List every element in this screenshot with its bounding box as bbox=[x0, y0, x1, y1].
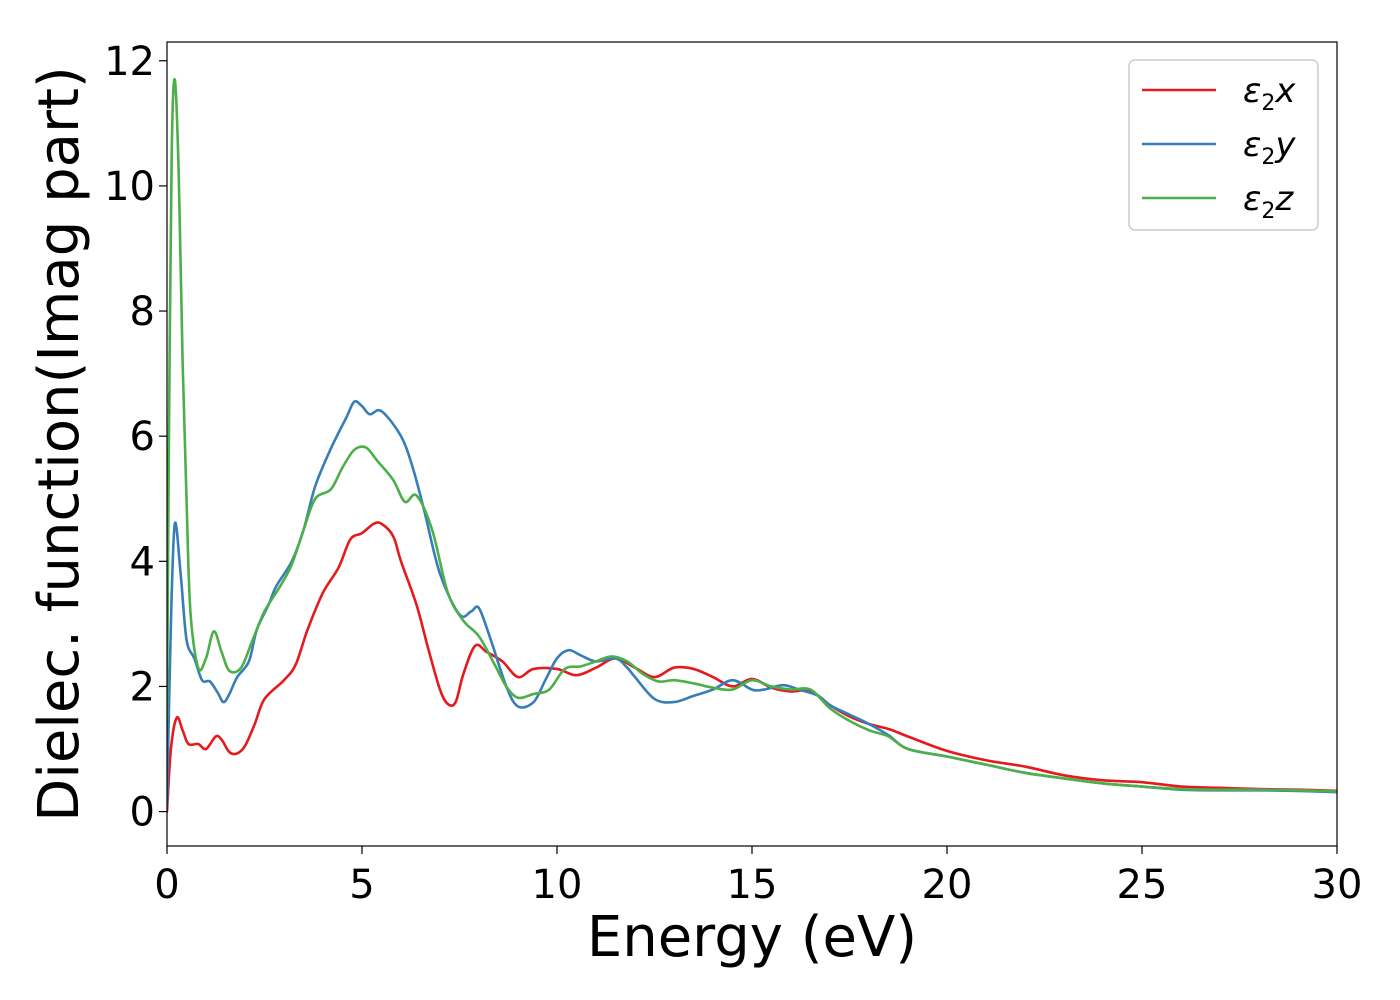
series-line-x bbox=[167, 521, 1337, 813]
y-tick-label: 8 bbox=[130, 289, 155, 335]
y-axis-label: Dielec. function(Imag part) bbox=[27, 66, 92, 822]
x-tick-label: 30 bbox=[1312, 862, 1363, 908]
x-tick-label: 15 bbox=[727, 862, 778, 908]
x-axis-ticks: 0 5 10 15 20 25 30 bbox=[154, 846, 1362, 908]
x-tick-label: 5 bbox=[349, 862, 374, 908]
x-tick-label: 20 bbox=[922, 862, 973, 908]
series-line-z bbox=[167, 77, 1337, 793]
y-tick-label: 10 bbox=[104, 164, 155, 210]
legend-label-x: ε2x bbox=[1243, 71, 1296, 116]
legend-box bbox=[1128, 59, 1319, 231]
series-layer bbox=[167, 77, 1337, 813]
legend: ε2x ε2y ε2z bbox=[1128, 59, 1319, 231]
x-tick-label: 25 bbox=[1117, 862, 1168, 908]
y-tick-label: 6 bbox=[130, 414, 155, 460]
y-axis-ticks: 0 2 4 6 8 10 12 bbox=[104, 39, 167, 836]
legend-label-y: ε2y bbox=[1243, 125, 1296, 170]
legend-label-z: ε2z bbox=[1243, 179, 1294, 224]
x-tick-label: 10 bbox=[532, 862, 583, 908]
y-tick-label: 12 bbox=[104, 39, 155, 85]
x-tick-label: 0 bbox=[154, 862, 179, 908]
y-tick-label: 4 bbox=[130, 539, 155, 585]
y-tick-label: 2 bbox=[130, 664, 155, 710]
y-tick-label: 0 bbox=[130, 790, 155, 836]
x-axis-label: Energy (eV) bbox=[587, 905, 917, 970]
